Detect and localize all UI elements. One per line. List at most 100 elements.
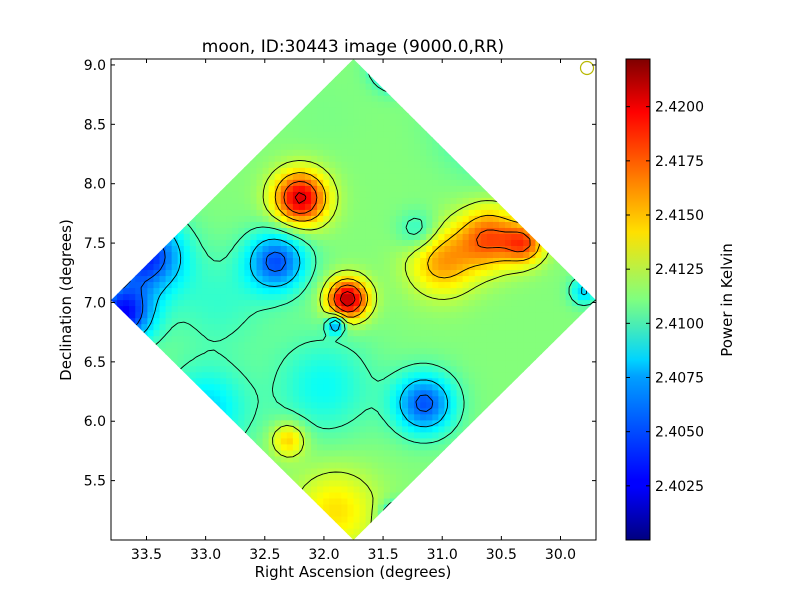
heatmap-cell [492,401,500,409]
heatmap-cell [499,377,506,385]
heatmap-cell [335,395,342,403]
heatmap-cell [450,497,458,505]
heatmap-cell [353,335,361,343]
heatmap-cell [268,461,276,469]
heatmap-cell [286,239,294,246]
heatmap-cell [541,215,549,222]
heatmap-cell [438,461,446,469]
heatmap-cell [444,287,452,295]
heatmap-cell [353,419,361,427]
heatmap-cell [371,251,379,259]
heatmap-cell [147,485,155,493]
heatmap-cell [559,335,567,343]
heatmap-cell [395,491,403,499]
heatmap-cell [123,449,130,457]
heatmap-cell [395,221,403,228]
heatmap-cell [529,209,536,216]
heatmap-cell [383,281,391,289]
heatmap-cell [523,275,530,283]
heatmap-cell [183,203,191,210]
heatmap-cell [492,353,500,361]
plot-area [111,59,596,540]
heatmap-cell [377,239,385,246]
heatmap-cell [492,389,500,397]
heatmap-cell [274,503,282,511]
heatmap-cell [511,239,518,246]
heatmap-cell [365,239,373,246]
heatmap-cell [298,473,306,481]
heatmap-cell [335,437,342,445]
heatmap-cell [353,173,361,180]
heatmap-cell [256,251,264,259]
heatmap-cell [298,377,306,385]
heatmap-cell [274,215,282,222]
heatmap-cell [177,467,185,475]
heatmap-cell [341,371,349,379]
heatmap-cell [141,401,148,409]
heatmap-cell [220,299,227,307]
heatmap-cell [523,269,530,277]
heatmap-cell [111,281,118,289]
heatmap-cell [341,263,349,271]
heatmap-cell [244,401,252,409]
heatmap-cell [365,347,373,355]
heatmap-cell [535,485,543,493]
heatmap-cell [414,413,421,421]
heatmap-cell [220,191,227,198]
heatmap-cell [208,275,215,283]
heatmap-cell [347,473,355,481]
heatmap-cell [214,299,221,307]
heatmap-cell [553,179,561,186]
heatmap-cell [414,311,421,319]
heatmap-cell [359,185,367,192]
heatmap-cell [535,191,543,198]
heatmap-cell [220,173,227,180]
heatmap-cell [529,257,536,265]
heatmap-cell [450,455,458,463]
heatmap-cell [492,455,500,463]
heatmap-cell [141,431,148,439]
heatmap-cell [317,161,324,168]
heatmap-cell [474,419,482,427]
heatmap-cell [347,293,355,301]
heatmap-cell [438,305,446,313]
heatmap-cell [256,359,264,367]
heatmap-cell [335,347,342,355]
heatmap-cell [171,335,179,343]
heatmap-cell [117,269,124,277]
heatmap-cell [329,359,336,367]
heatmap-cell [468,377,476,385]
heatmap-cell [402,239,409,246]
heatmap-cell [432,359,439,367]
heatmap-cell [389,191,397,198]
heatmap-cell [165,467,173,475]
heatmap-cell [171,341,179,349]
heatmap-cell [292,161,300,168]
heatmap-cell [195,341,203,349]
heatmap-cell [450,443,458,451]
heatmap-cell [420,485,427,493]
heatmap-cell [268,383,276,391]
heatmap-cell [238,479,245,487]
heatmap-cell [111,347,118,355]
heatmap-cell [226,437,233,445]
heatmap-cell [305,395,312,403]
heatmap-cell [189,509,197,517]
heatmap-cell [523,173,530,180]
heatmap-cell [571,383,579,391]
heatmap-cell [402,209,409,216]
heatmap-cell [323,395,330,403]
heatmap-cell [238,227,245,234]
heatmap-cell [341,509,349,517]
heatmap-cell [208,443,215,451]
heatmap-cell [214,479,221,487]
heatmap-cell [171,503,179,511]
heatmap-cell [280,185,288,192]
heatmap-cell [583,197,591,204]
heatmap-cell [432,491,439,499]
heatmap-cell [450,485,458,493]
heatmap-cell [305,293,312,301]
heatmap-cell [244,485,252,493]
heatmap-cell [262,413,270,421]
heatmap-cell [468,443,476,451]
